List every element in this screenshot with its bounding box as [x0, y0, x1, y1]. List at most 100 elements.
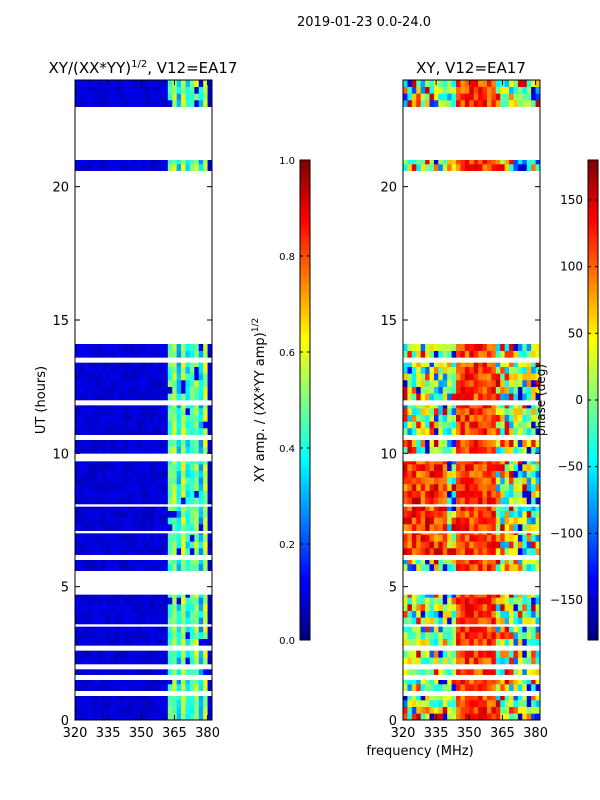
- amplitude-heatmap-cell: [128, 696, 133, 701]
- amplitude-heatmap-cell: [163, 617, 169, 625]
- amplitude-heatmap-cell: [136, 700, 142, 707]
- amplitude-heatmap-cell: [128, 461, 133, 465]
- phase-heatmap-cell: [478, 534, 483, 542]
- amplitude-heatmap-cell: [114, 594, 120, 598]
- phase-heatmap-cell: [504, 393, 510, 401]
- amplitude-heatmap-cell: [150, 470, 155, 478]
- phase-heatmap-cell: [433, 405, 439, 409]
- amplitude-heatmap-cell: [88, 597, 94, 605]
- amplitude-heatmap-cell: [136, 414, 142, 422]
- phase-heatmap-cell: [403, 93, 408, 101]
- phase-heatmap-cell: [473, 414, 479, 422]
- phase-heatmap-cell: [438, 366, 444, 374]
- amplitude-heatmap-cell: [141, 373, 147, 381]
- phase-heatmap-cell: [522, 461, 528, 465]
- amplitude-heatmap-cell: [203, 80, 208, 87]
- phase-heatmap-cell: [433, 700, 439, 707]
- amplitude-heatmap-cell: [185, 446, 191, 454]
- amplitude-heatmap-cell: [119, 560, 125, 565]
- phase-heatmap-cell: [469, 669, 475, 675]
- amplitude-heatmap-cell: [203, 440, 208, 447]
- phase-heatmap-cell: [531, 650, 536, 658]
- amplitude-heatmap-cell: [207, 484, 212, 491]
- amplitude-heatmap-cell: [119, 669, 125, 675]
- amplitude-title-exponent: 1/2: [131, 59, 147, 70]
- phase-heatmap-cell: [451, 421, 457, 429]
- amplitude-heatmap-cell: [141, 421, 147, 429]
- phase-heatmap-cell: [517, 560, 523, 565]
- phase-heatmap-cell: [425, 560, 430, 565]
- phase-heatmap-cell: [411, 380, 417, 387]
- amplitude-heatmap-cell: [163, 548, 169, 555]
- amplitude-heatmap-cell: [141, 626, 147, 633]
- phase-heatmap-cell: [460, 350, 466, 358]
- phase-heatmap-cell: [429, 680, 435, 685]
- amplitude-heatmap-cell: [207, 344, 212, 351]
- amplitude-heatmap-cell: [110, 626, 116, 633]
- phase-heatmap-cell: [478, 617, 483, 625]
- phase-heatmap-cell: [425, 380, 430, 387]
- amplitude-heatmap-cell: [198, 617, 204, 625]
- phase-heatmap-cell: [442, 470, 448, 478]
- phase-heatmap-cell: [500, 86, 506, 94]
- amplitude-heatmap-cell: [150, 414, 155, 422]
- phase-heatmap-cell: [531, 564, 536, 571]
- amplitude-heatmap-cell: [123, 477, 129, 485]
- phase-heatmap-cell: [438, 610, 444, 618]
- phase-heatmap-cell: [438, 446, 444, 454]
- phase-heatmap-cell: [416, 564, 422, 571]
- phase-heatmap-cell: [403, 564, 408, 571]
- phase-heatmap-cell: [416, 650, 422, 658]
- amplitude-heatmap-cell: [207, 366, 212, 374]
- amplitude-heatmap-cell: [75, 696, 80, 701]
- amplitude-heatmap-cell: [97, 604, 102, 611]
- amplitude-heatmap-cell: [110, 350, 116, 358]
- amplitude-heatmap-cell: [88, 506, 94, 511]
- phase-heatmap-cell: [460, 657, 466, 665]
- phase-heatmap-cell: [500, 362, 506, 367]
- phase-heatmap-cell: [447, 632, 453, 639]
- phase-heatmap-cell: [447, 366, 453, 374]
- amplitude-heatmap-cell: [141, 160, 147, 165]
- phase-heatmap-cell: [517, 548, 523, 555]
- amplitude-heatmap-cell: [189, 344, 195, 351]
- amplitude-heatmap-cell: [163, 446, 169, 454]
- amplitude-heatmap-cell: [158, 393, 164, 401]
- phase-heatmap-cell: [509, 696, 514, 701]
- amplitude-heatmap-cell: [110, 497, 116, 505]
- amplitude-heatmap-cell: [101, 597, 107, 605]
- phase-heatmap-cell: [482, 706, 488, 714]
- amplitude-heatmap-cell: [97, 700, 102, 707]
- phase-heatmap-cell: [425, 421, 430, 429]
- amplitude-heatmap-cell: [79, 440, 85, 447]
- phase-heatmap-cell: [504, 650, 510, 658]
- phase-heatmap-cell: [486, 604, 492, 611]
- amplitude-heatmap-cell: [167, 650, 173, 658]
- amplitude-heatmap-cell: [88, 408, 94, 415]
- amplitude-heatmap-cell: [181, 414, 186, 422]
- phase-heatmap-cell: [526, 657, 532, 665]
- phase-heatmap-cell: [482, 362, 488, 367]
- amplitude-heatmap-cell: [145, 534, 151, 542]
- phase-heatmap-cell: [531, 632, 536, 639]
- phase-heatmap-cell: [495, 517, 501, 525]
- amplitude-heatmap-cell: [101, 440, 107, 447]
- amplitude-heatmap-cell: [136, 594, 142, 598]
- phase-heatmap-cell: [420, 461, 426, 465]
- amplitude-heatmap-cell: [207, 440, 212, 447]
- amplitude-heatmap-cell: [97, 440, 102, 447]
- phase-heatmap-cell: [464, 626, 470, 633]
- phase-heatmap-cell: [482, 638, 488, 646]
- amplitude-heatmap-cell: [154, 650, 160, 658]
- amplitude-heatmap-cell: [203, 362, 208, 367]
- amplitude-heatmap-cell: [158, 428, 164, 435]
- phase-heatmap-cell: [486, 344, 492, 351]
- amplitude-heatmap-cell: [163, 362, 169, 367]
- amplitude-heatmap-cell: [105, 517, 111, 525]
- phase-heatmap-cell: [526, 700, 532, 707]
- phase-heatmap-cell: [425, 464, 430, 471]
- phase-heatmap-cell: [526, 597, 532, 605]
- amplitude-heatmap-cell: [92, 506, 98, 511]
- phase-heatmap-cell: [482, 80, 488, 87]
